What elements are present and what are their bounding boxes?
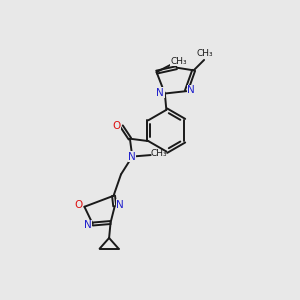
Text: N: N [83,220,91,230]
Text: O: O [112,121,120,131]
Text: N: N [156,88,164,98]
Text: CH₃: CH₃ [197,49,213,58]
Text: N: N [128,152,136,161]
Text: CH₃: CH₃ [151,149,167,158]
Text: N: N [187,85,195,95]
Text: CH₃: CH₃ [171,57,188,66]
Text: O: O [74,200,83,210]
Text: N: N [116,200,124,210]
